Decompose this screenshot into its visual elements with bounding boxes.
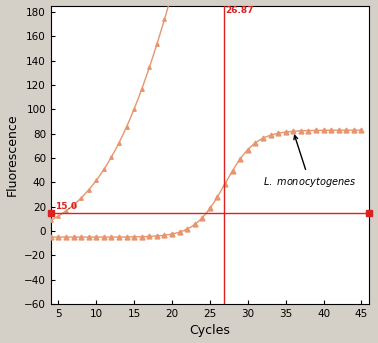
Y-axis label: Fluorescence: Fluorescence bbox=[6, 114, 19, 197]
Text: $\it{Listeria}$ species: $\it{Listeria}$ species bbox=[0, 342, 1, 343]
Text: 26.87: 26.87 bbox=[225, 7, 254, 15]
Text: 15.0: 15.0 bbox=[55, 202, 77, 211]
X-axis label: Cycles: Cycles bbox=[189, 324, 230, 338]
Text: $\it{L.}$ $\it{monocytogenes}$: $\it{L.}$ $\it{monocytogenes}$ bbox=[263, 135, 356, 189]
